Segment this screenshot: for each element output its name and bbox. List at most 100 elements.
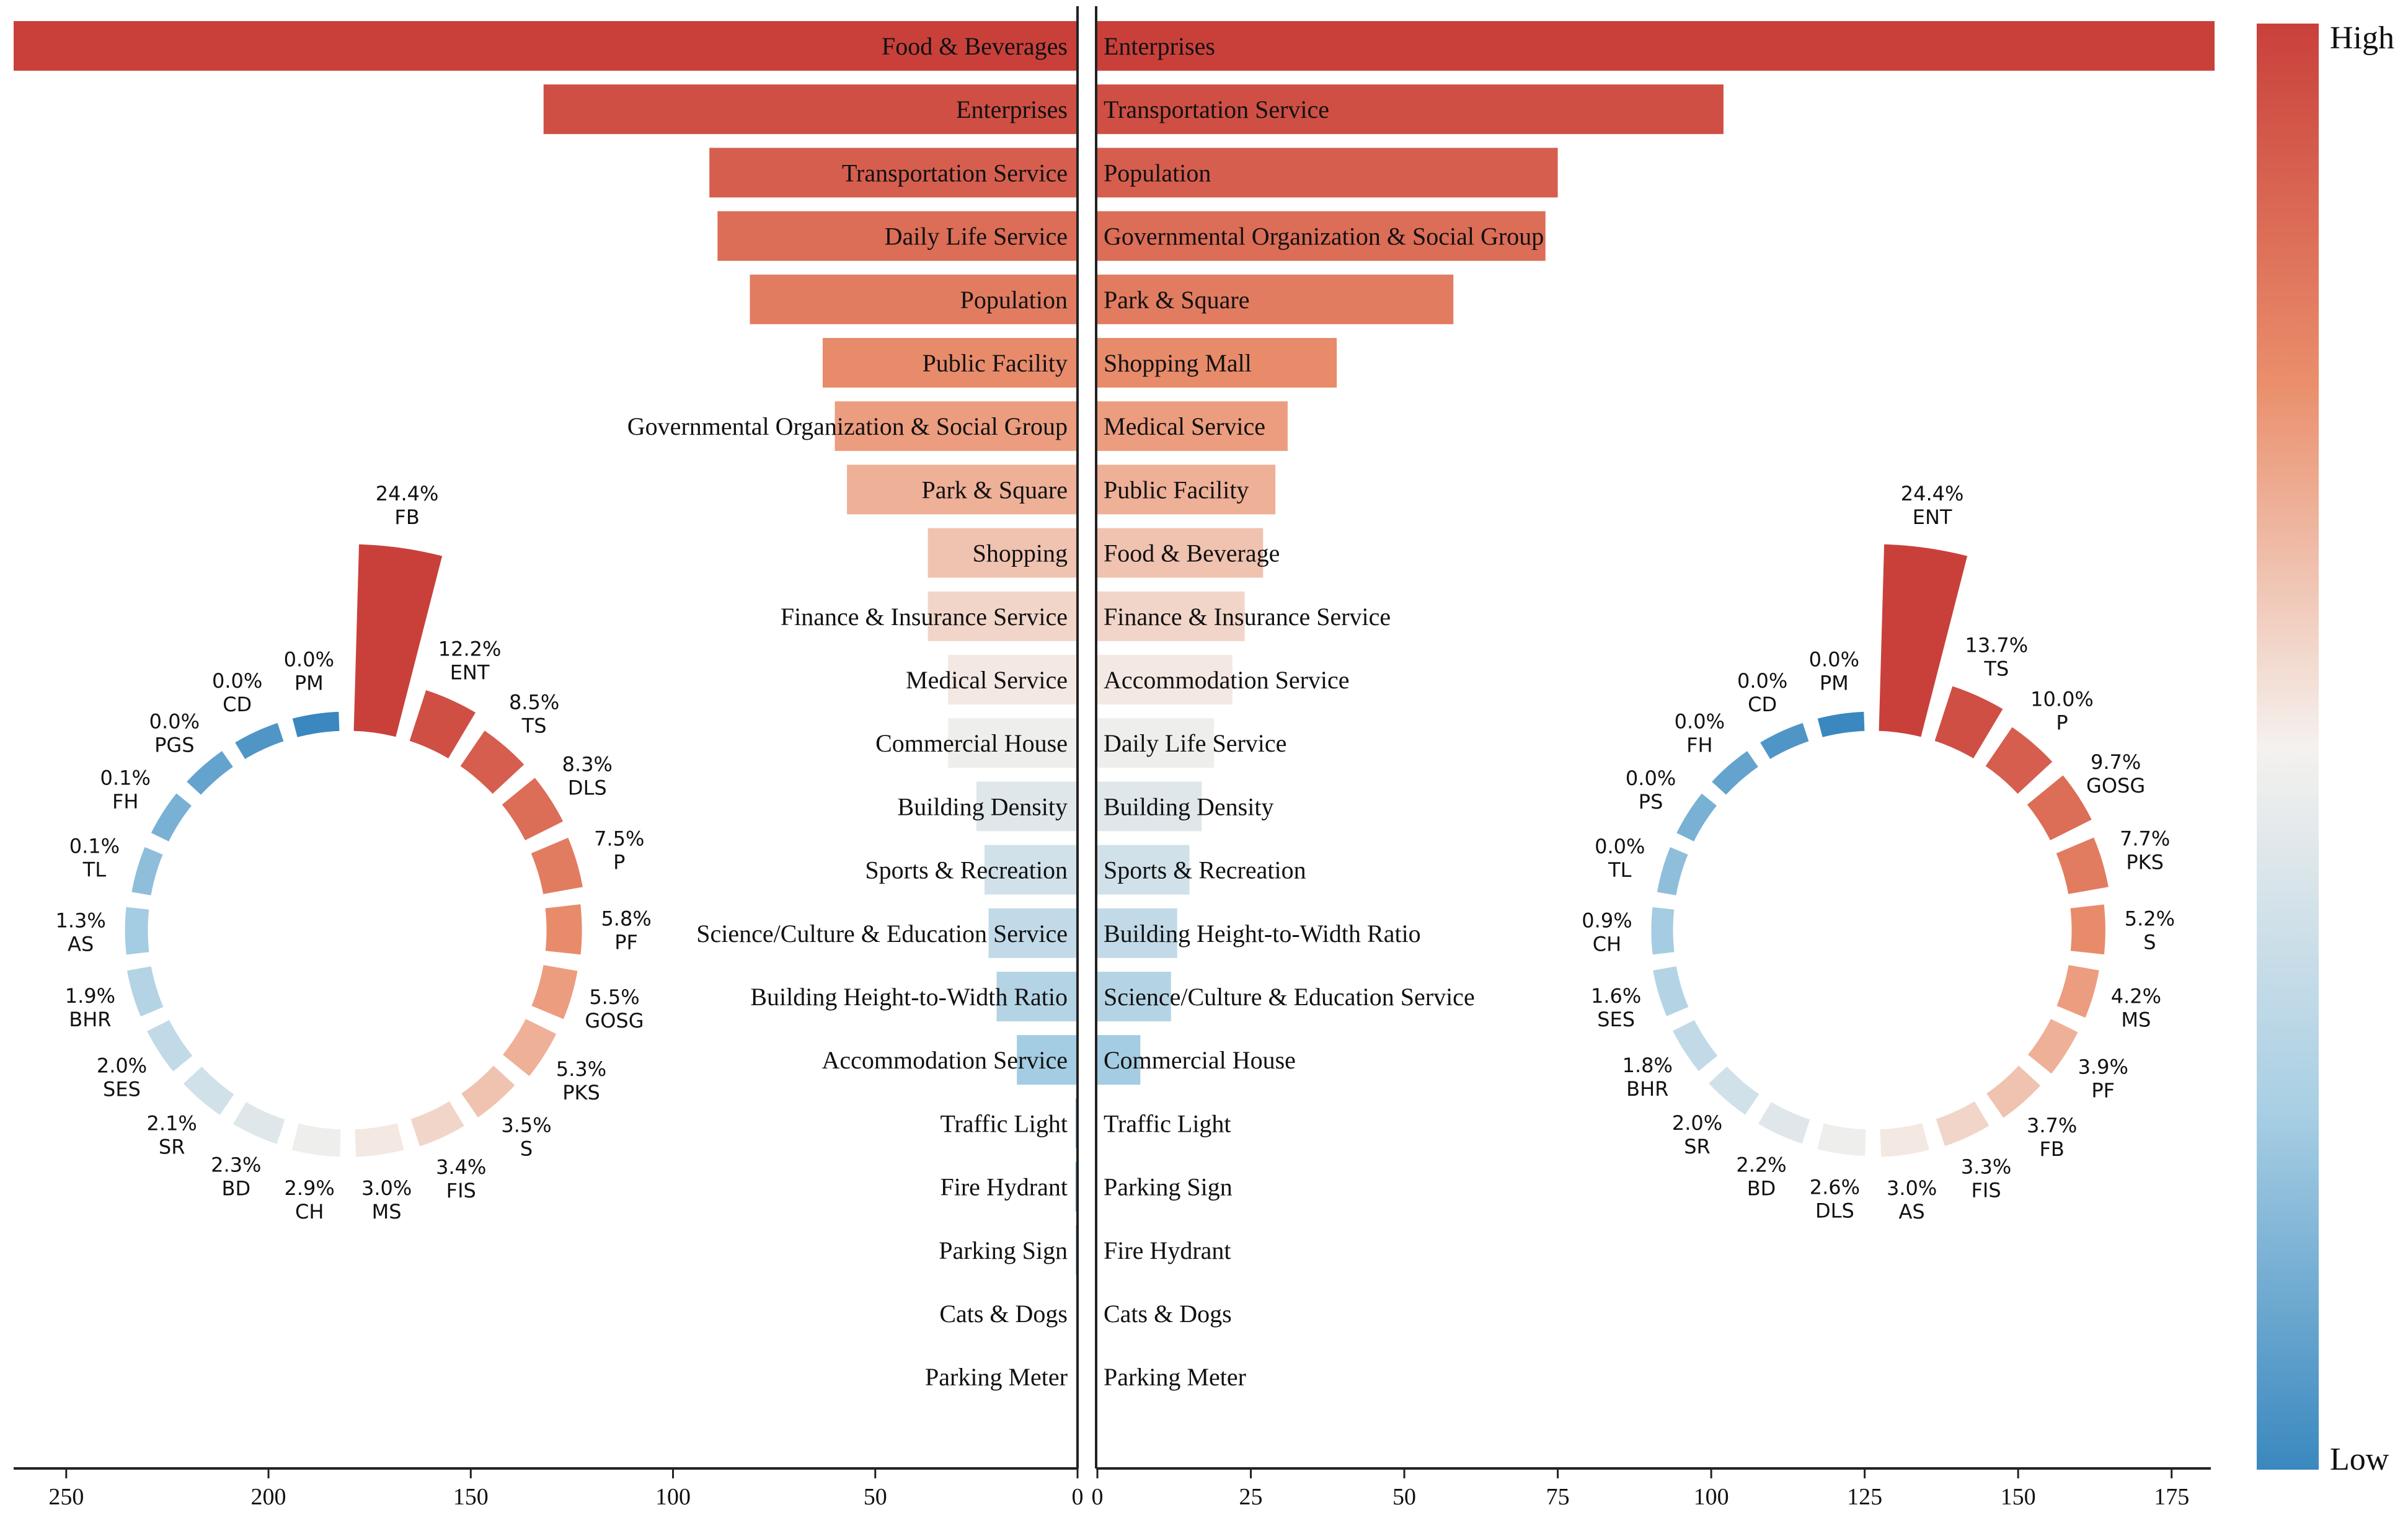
right-x-tick-label: 150: [2001, 1484, 2036, 1510]
polar-percent-label: 2.0%: [97, 1054, 147, 1077]
right-bar-label: Building Density: [1104, 793, 1273, 820]
polar-category-label: FB: [394, 505, 419, 529]
polar-bar: [1932, 683, 2006, 762]
polar-category-label: FB: [2039, 1137, 2064, 1161]
polar-category-label: SR: [1684, 1135, 1711, 1158]
polar-category-label: DLS: [1815, 1199, 1854, 1222]
left-bar: [1017, 1035, 1078, 1085]
right-bar-label: Enterprises: [1104, 32, 1215, 60]
polar-percent-label: 3.9%: [2078, 1055, 2128, 1079]
polar-percent-label: 1.6%: [1591, 984, 1641, 1008]
polar-percent-label: 2.1%: [147, 1111, 197, 1135]
polar-percent-label: 5.8%: [601, 907, 651, 931]
left-bar-label: Food & Beverages: [882, 32, 1068, 60]
left-x-tick-label: 200: [251, 1484, 286, 1510]
left-bar-label: Cats & Dogs: [939, 1300, 1068, 1328]
left-bar: [14, 21, 1078, 71]
polar-category-label: SES: [1597, 1008, 1635, 1031]
right-x-tick-label: 125: [1847, 1484, 1882, 1510]
left-bar-label: Traffic Light: [940, 1109, 1068, 1137]
polar-bar: [528, 835, 585, 897]
polar-percent-label: 9.7%: [2091, 750, 2141, 774]
polar-category-label: CH: [295, 1200, 324, 1223]
polar-bar: [2024, 773, 2094, 843]
polar-percent-label: 0.0%: [1626, 766, 1676, 790]
left-bar-label: Daily Life Service: [885, 223, 1068, 251]
left-bar: [927, 528, 1078, 578]
polar-category-label: PM: [294, 672, 324, 695]
colorbar-high-label: High: [2330, 20, 2394, 56]
right-bar-label: Finance & Insurance Service: [1104, 603, 1391, 631]
polar-percent-label: 3.0%: [361, 1176, 412, 1200]
polar-percent-label: 3.7%: [2027, 1114, 2077, 1137]
axes: 250 200 150 100 50 0 0 25 50 75 100 125 150 175: [14, 6, 2211, 1510]
right-bar-label: Accommodation Service: [1104, 666, 1350, 694]
left-bar: [948, 655, 1078, 704]
polar-percent-label: 24.4%: [376, 482, 439, 505]
right-bar: [1097, 1035, 1141, 1085]
right-polar-chart: 24.4%ENT 13.7%TS 10.0%P 9.7%GOSG 7.7%PKS 5.2%…: [1582, 482, 2175, 1223]
colorbar: High Low: [2257, 20, 2394, 1477]
left-bar: [996, 972, 1078, 1021]
polar-bar: [353, 1121, 407, 1159]
right-bar: [1097, 21, 2215, 71]
right-bar-label: Population: [1104, 159, 1211, 187]
polar-category-label: P: [2056, 711, 2068, 735]
right-bar: [1097, 148, 1558, 198]
left-bar-label: Shopping: [973, 539, 1068, 567]
polar-bar: [1815, 709, 1867, 740]
right-bar-label: Public Facility: [1104, 476, 1249, 504]
left-bar: [984, 845, 1078, 895]
polar-category-label: SES: [103, 1077, 141, 1101]
polar-bar: [184, 748, 236, 797]
right-bar-label: Medical Service: [1104, 412, 1265, 440]
polar-category-label: PKS: [562, 1081, 600, 1104]
left-bar-label: Sports & Recreation: [865, 856, 1068, 884]
left-bar: [976, 781, 1078, 832]
polar-category-label: BHR: [69, 1008, 111, 1031]
right-bar-label: Traffic Light: [1104, 1109, 1231, 1137]
left-bar: [717, 211, 1078, 261]
polar-category-label: PGS: [154, 733, 194, 757]
polar-category-label: AS: [68, 932, 94, 956]
polar-bar: [500, 1016, 559, 1079]
polar-bar: [529, 962, 580, 1022]
polar-bar: [1815, 1121, 1868, 1158]
left-x-tick-label: 50: [864, 1484, 887, 1510]
polar-category-label: PF: [2091, 1079, 2115, 1103]
polar-bar: [1674, 791, 1720, 844]
polar-bar: [125, 964, 166, 1019]
polar-percent-label: 12.2%: [438, 637, 502, 661]
left-bar: [822, 338, 1078, 388]
polar-percent-label: 0.1%: [69, 835, 120, 858]
polar-percent-label: 2.0%: [1672, 1111, 1722, 1135]
polar-percent-label: 5.3%: [556, 1057, 606, 1081]
polar-percent-label: 24.4%: [1901, 482, 1964, 505]
polar-percent-label: 0.0%: [1737, 669, 1787, 693]
left-x-tick-label: 250: [48, 1484, 84, 1510]
right-bar-label: Cats & Dogs: [1104, 1300, 1232, 1328]
right-bar: [1097, 274, 1454, 324]
polar-percent-label: 0.0%: [1809, 648, 1859, 672]
right-bar: [1097, 401, 1288, 451]
polar-bar: [1984, 1063, 2043, 1121]
left-bar-label: Public Facility: [923, 349, 1068, 377]
polar-bar: [499, 775, 566, 843]
polar-percent-label: 3.0%: [1887, 1176, 1937, 1200]
polar-category-label: GOSG: [585, 1009, 644, 1032]
right-bar-label: Shopping Mall: [1104, 349, 1252, 377]
left-bar: [988, 908, 1078, 958]
polar-bar: [1877, 542, 1970, 739]
polar-category-label: FIS: [1971, 1179, 2001, 1202]
polar-category-label: PF: [614, 931, 638, 954]
polar-bar: [2054, 962, 2102, 1021]
colorbar-low-label: Low: [2330, 1442, 2389, 1477]
right-bar-label: Commercial House: [1104, 1046, 1296, 1074]
right-x-tick-label: 100: [1694, 1484, 1729, 1510]
left-bar-label: Building Height-to-Width Ratio: [750, 983, 1068, 1011]
polar-bar: [1933, 1098, 1992, 1148]
left-bar: [834, 401, 1078, 451]
left-bar: [543, 84, 1078, 135]
left-bar-label: Accommodation Service: [821, 1046, 1068, 1074]
polar-percent-label: 0.9%: [1582, 908, 1632, 932]
